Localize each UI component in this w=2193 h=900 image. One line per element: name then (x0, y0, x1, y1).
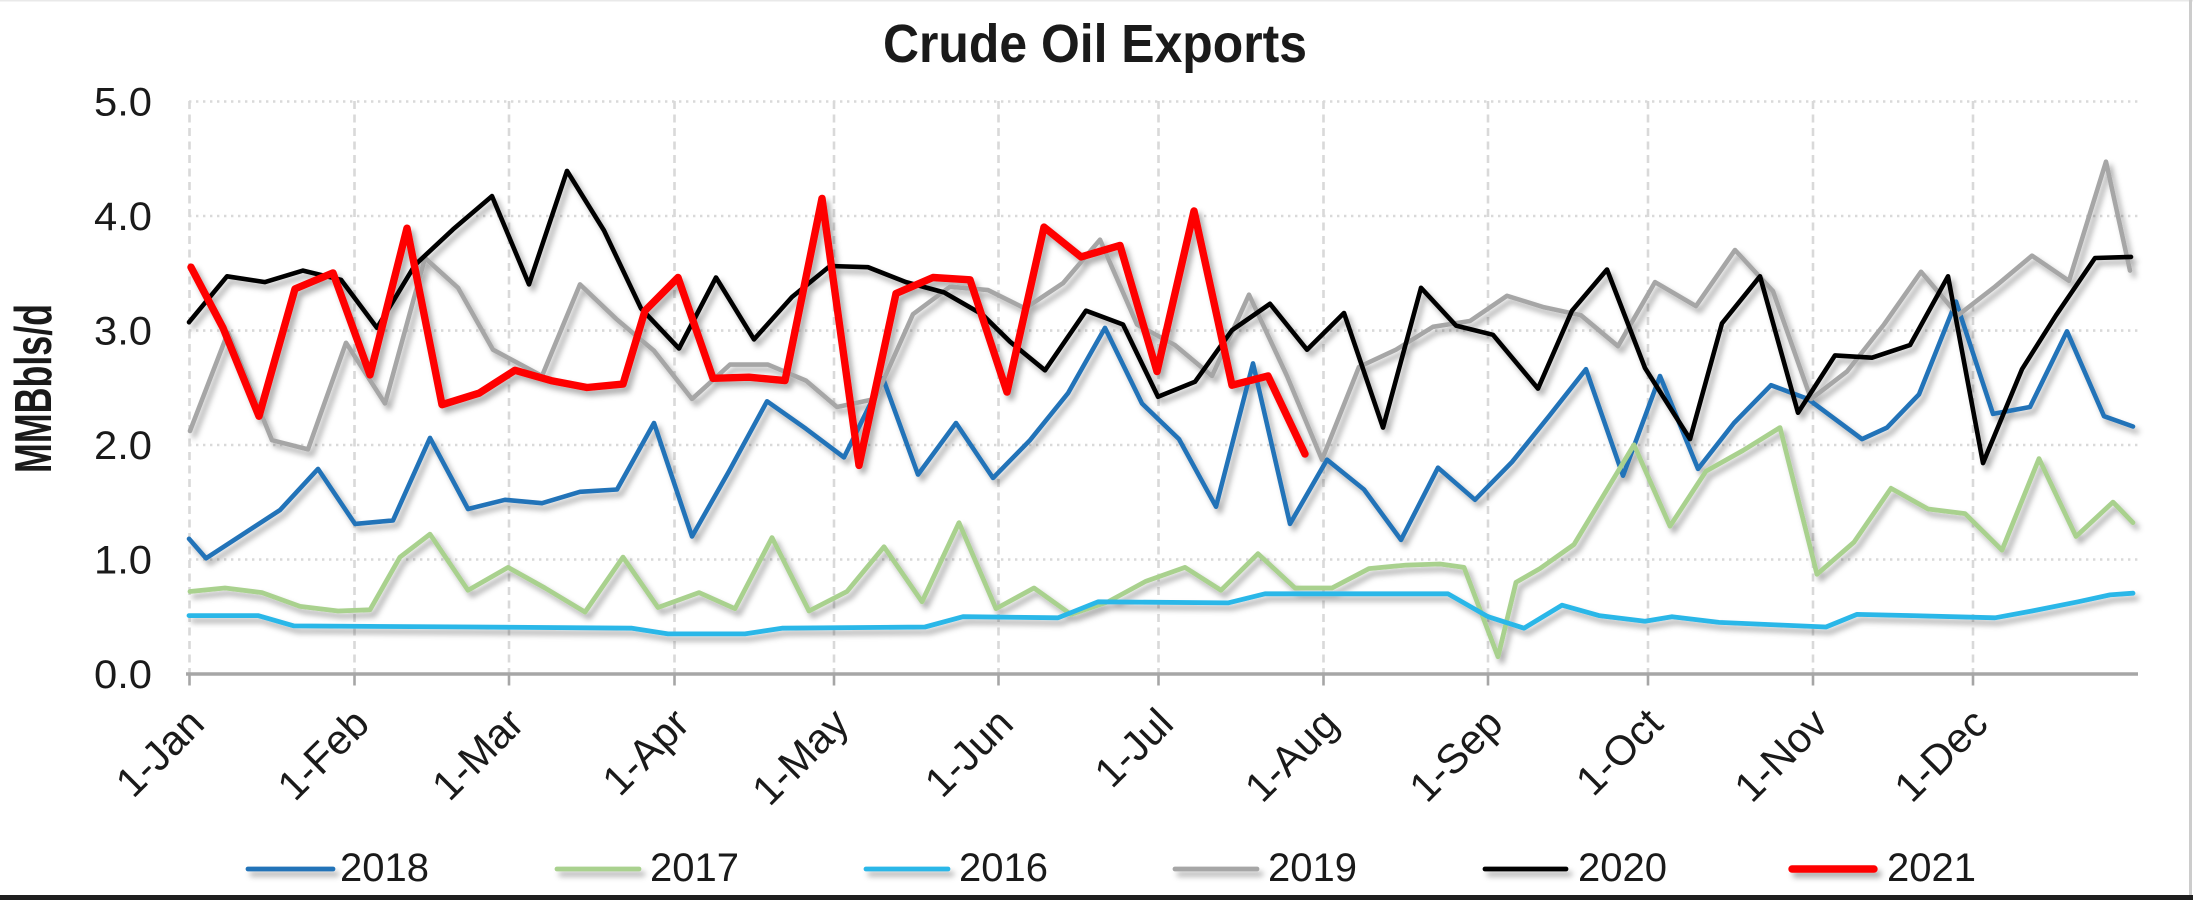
svg-text:2016: 2016 (959, 846, 1048, 890)
svg-text:2017: 2017 (650, 846, 739, 890)
svg-text:Crude Oil Exports: Crude Oil Exports (883, 14, 1307, 74)
svg-text:2018: 2018 (340, 846, 429, 890)
svg-text:0.0: 0.0 (94, 653, 152, 697)
svg-text:2019: 2019 (1268, 846, 1357, 890)
svg-text:2020: 2020 (1578, 846, 1667, 890)
svg-text:5.0: 5.0 (94, 81, 152, 125)
svg-text:2.0: 2.0 (94, 424, 152, 468)
svg-text:MMBbls/d: MMBbls/d (5, 304, 63, 473)
svg-text:2021: 2021 (1887, 846, 1976, 890)
svg-text:4.0: 4.0 (94, 195, 152, 239)
svg-text:3.0: 3.0 (94, 310, 152, 354)
svg-text:1.0: 1.0 (94, 539, 152, 583)
